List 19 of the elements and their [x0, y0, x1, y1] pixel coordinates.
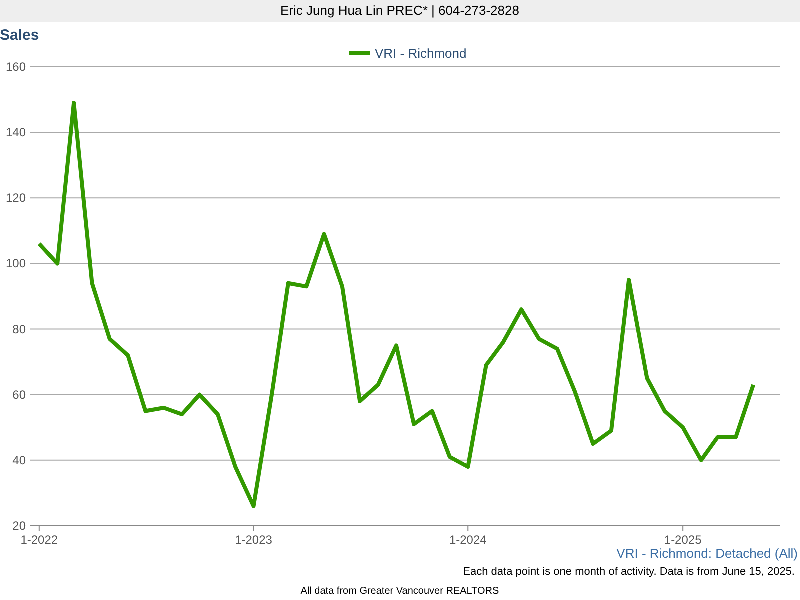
line-series: [37, 101, 756, 508]
y-tick-label: 20: [12, 519, 26, 533]
y-tick-label: 80: [12, 322, 26, 336]
y-tick-label: 60: [12, 388, 26, 402]
x-tick-label: 1-2023: [235, 533, 273, 547]
x-tick-label: 1-2024: [449, 533, 488, 547]
text: All data from Greater Vancouver REALTORS: [300, 586, 500, 597]
y-tick-label: 140: [6, 126, 26, 140]
text: Eric Jung Hua Lin PREC* | 604-273-2828: [280, 3, 520, 18]
chart-title: Sales: [0, 27, 40, 44]
text: VRI - Richmond: Detached (All): [616, 546, 798, 561]
y-tick-label: 160: [6, 60, 26, 74]
y-tick-label: 120: [6, 191, 26, 206]
y-tick-label: 100: [6, 256, 26, 271]
y-tick-label: 40: [12, 453, 26, 468]
text: Each data point is one month of activity. Data is from June 15, 2025.: [463, 566, 795, 578]
legend-label: VRI - Richmond: [375, 46, 467, 61]
x-tick-label: 1-2025: [664, 533, 702, 547]
x-tick-label: 1-2022: [20, 533, 58, 547]
